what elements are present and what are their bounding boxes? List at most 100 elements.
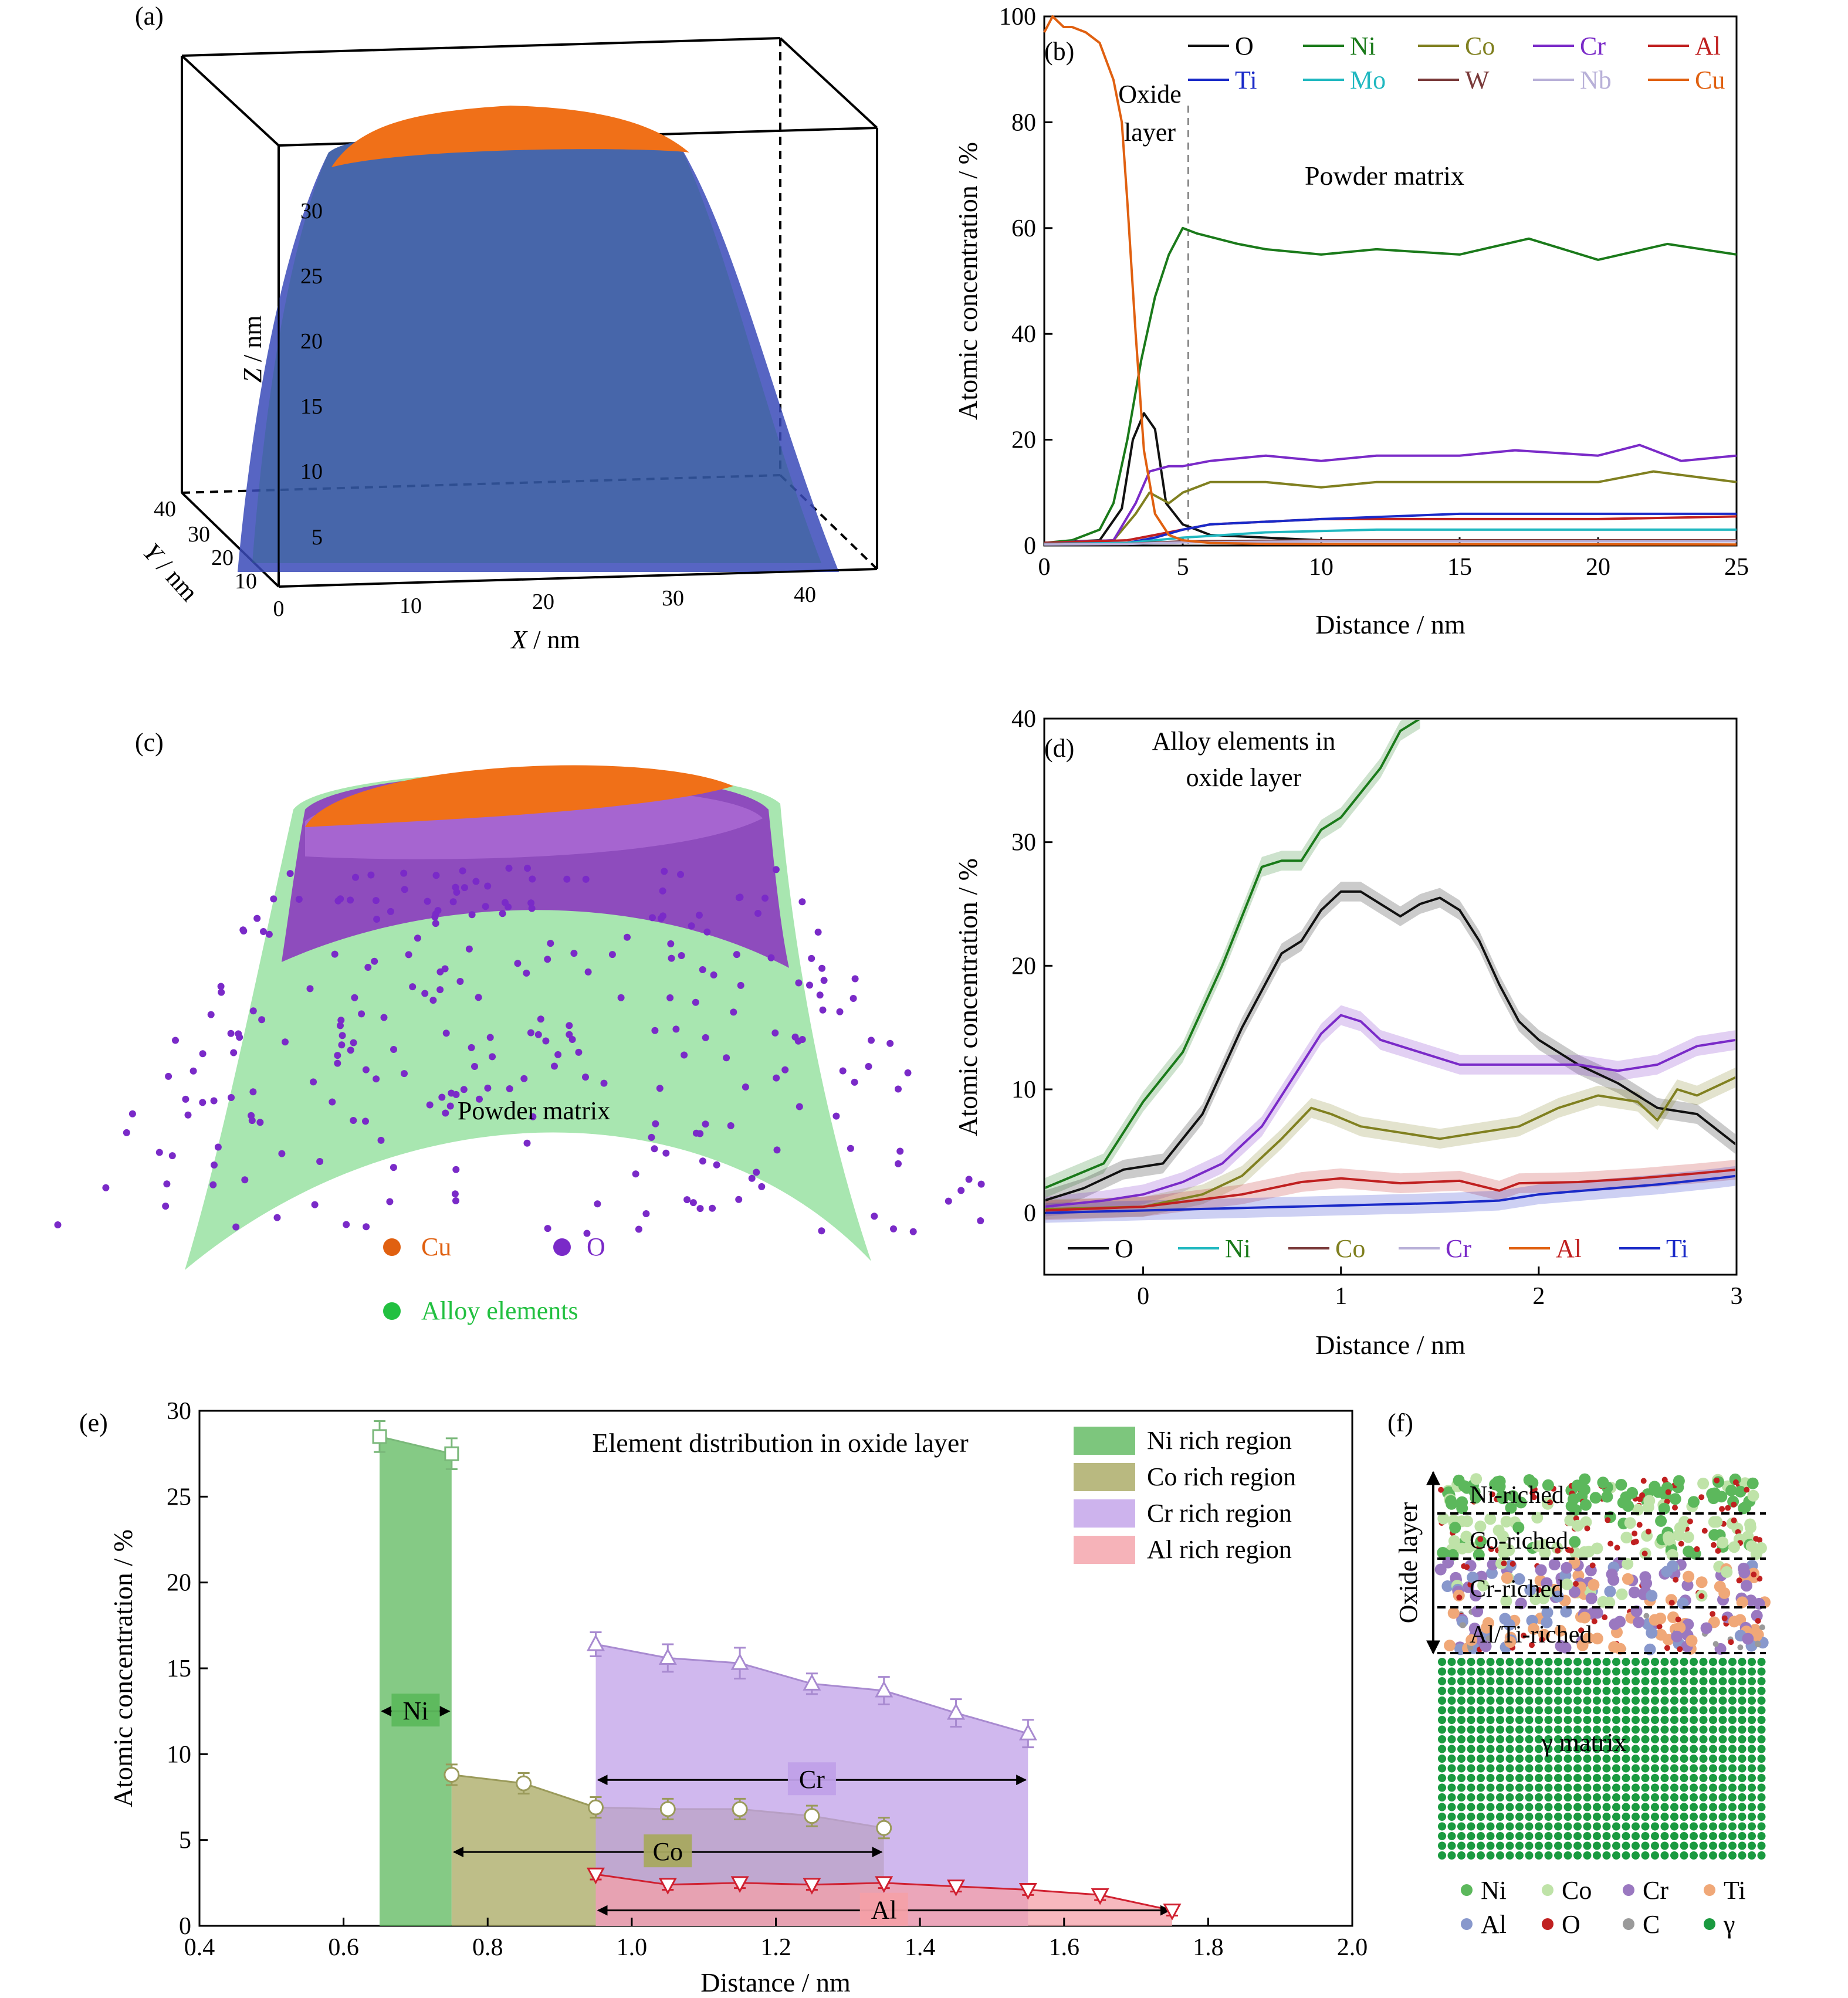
- oxygen-dot: [795, 979, 803, 987]
- band-al: [1045, 1160, 1735, 1221]
- gamma-dot: [1467, 1755, 1475, 1763]
- gamma-dot: [1748, 1832, 1756, 1840]
- oxygen-dot: [347, 896, 354, 904]
- atom-dot-cr: [1468, 1623, 1481, 1635]
- atom-dot-o: [1501, 1560, 1507, 1567]
- gamma-dot: [1573, 1735, 1582, 1743]
- gamma-dot: [1670, 1851, 1678, 1860]
- gamma-dot: [1544, 1851, 1553, 1860]
- legend-label-ti: Ti: [1235, 66, 1257, 94]
- oxygen-dot: [446, 1102, 454, 1110]
- gamma-dot: [1554, 1687, 1562, 1695]
- oxygen-dot: [820, 977, 828, 984]
- gamma-dot: [1728, 1745, 1737, 1753]
- y-axis-label: Y / nm: [137, 537, 204, 607]
- oxygen-dot: [965, 1176, 973, 1183]
- gamma-dot: [1477, 1696, 1485, 1705]
- y-tick-label: 0: [1024, 533, 1036, 560]
- atom-dot-al: [1499, 1613, 1511, 1625]
- oxygen-dot: [352, 873, 359, 881]
- gamma-dot: [1718, 1687, 1727, 1695]
- gamma-dot: [1486, 1774, 1495, 1782]
- atom-dot-al: [1513, 1573, 1525, 1585]
- gamma-dot: [1612, 1764, 1620, 1773]
- oxygen-dot: [758, 1183, 766, 1190]
- oxygen-dots: [54, 865, 985, 1237]
- atom-dot-o: [1715, 1547, 1721, 1554]
- atom-dot-o: [1698, 1494, 1705, 1501]
- marker-co: [516, 1775, 532, 1792]
- oxygen-dot: [534, 1031, 542, 1038]
- gamma-dot: [1593, 1658, 1601, 1666]
- oxygen-dot: [401, 1070, 408, 1078]
- tick-marks: [198, 1410, 1353, 1927]
- gamma-dot: [1641, 1667, 1650, 1676]
- atom-dot-ni: [1494, 1475, 1506, 1488]
- y-tick-label: 10: [1011, 1076, 1036, 1103]
- gamma-dot: [1757, 1677, 1766, 1685]
- gamma-dot: [1748, 1658, 1756, 1666]
- gamma-dot: [1477, 1793, 1485, 1801]
- oxygen-dot: [681, 1051, 688, 1059]
- gamma-dot: [1612, 1735, 1620, 1743]
- atom-dot-co: [1747, 1489, 1759, 1502]
- gamma-dot: [1544, 1658, 1553, 1666]
- gamma-dot: [1690, 1677, 1698, 1685]
- atom-dot-al: [1661, 1566, 1673, 1578]
- gamma-dot: [1651, 1706, 1659, 1715]
- atom-dot-co: [1531, 1512, 1544, 1524]
- gamma-dot: [1641, 1658, 1650, 1666]
- marker-ni: [444, 1446, 459, 1461]
- gamma-dot: [1486, 1716, 1495, 1724]
- oxygen-dot: [451, 1190, 459, 1198]
- oxygen-dot: [286, 870, 294, 878]
- gamma-dot: [1583, 1696, 1592, 1705]
- gamma-dot: [1660, 1813, 1669, 1821]
- gamma-dot: [1486, 1667, 1495, 1676]
- band-cr: [1045, 1005, 1735, 1217]
- gamma-dot: [1496, 1813, 1504, 1821]
- gamma-dot: [1709, 1755, 1717, 1763]
- gamma-dot: [1690, 1725, 1698, 1734]
- atom-dot-o: [1645, 1528, 1651, 1535]
- oxygen-dot: [702, 1120, 709, 1128]
- gamma-dot: [1486, 1832, 1495, 1840]
- gamma-dot: [1525, 1813, 1534, 1821]
- gamma-dot: [1593, 1706, 1601, 1715]
- panel-e-chart: (e) 0.4 0.6 0.8 1.0 1.2 1.4 1.6 1.8 2.0 0 5 10 15 20 2…: [79, 1398, 1368, 1997]
- gamma-dot: [1660, 1725, 1669, 1734]
- atom-dot-ni: [1515, 1496, 1527, 1509]
- gamma-dot: [1563, 1696, 1572, 1705]
- gamma-dot: [1554, 1783, 1562, 1792]
- x-tick-label: 0.6: [328, 1934, 359, 1961]
- oxygen-dot: [452, 883, 459, 891]
- oxygen-dot: [363, 1223, 370, 1231]
- oxygen-dot: [582, 875, 590, 883]
- gamma-dot: [1486, 1677, 1495, 1685]
- gamma-dot: [1690, 1783, 1698, 1792]
- gamma-dot: [1709, 1725, 1717, 1734]
- oxygen-dot: [211, 1161, 218, 1169]
- oxygen-dot: [666, 994, 674, 1001]
- gamma-dot: [1651, 1667, 1659, 1676]
- oxygen-dot: [696, 1205, 704, 1213]
- oxygen-dot: [499, 910, 506, 917]
- gamma-dot: [1757, 1793, 1766, 1801]
- gamma-dot: [1660, 1783, 1669, 1792]
- legend-label-nb: Nb: [1580, 66, 1612, 94]
- gamma-dot: [1728, 1658, 1737, 1666]
- gamma-dot: [1563, 1813, 1572, 1821]
- gamma-dot: [1467, 1735, 1475, 1743]
- x-tick-label: 1.0: [617, 1934, 648, 1961]
- atom-dot-co: [1448, 1535, 1460, 1547]
- oxygen-dot: [702, 1034, 709, 1041]
- gamma-dot: [1670, 1813, 1678, 1821]
- gamma-dot: [1718, 1745, 1727, 1753]
- gamma-dot: [1612, 1667, 1620, 1676]
- gamma-dot: [1757, 1755, 1766, 1763]
- oxygen-dot: [310, 1078, 317, 1086]
- atom-dot-c: [1755, 1641, 1761, 1648]
- gamma-dot: [1457, 1832, 1465, 1840]
- atom-dot-cr: [1606, 1568, 1618, 1580]
- oxygen-dot: [547, 940, 554, 947]
